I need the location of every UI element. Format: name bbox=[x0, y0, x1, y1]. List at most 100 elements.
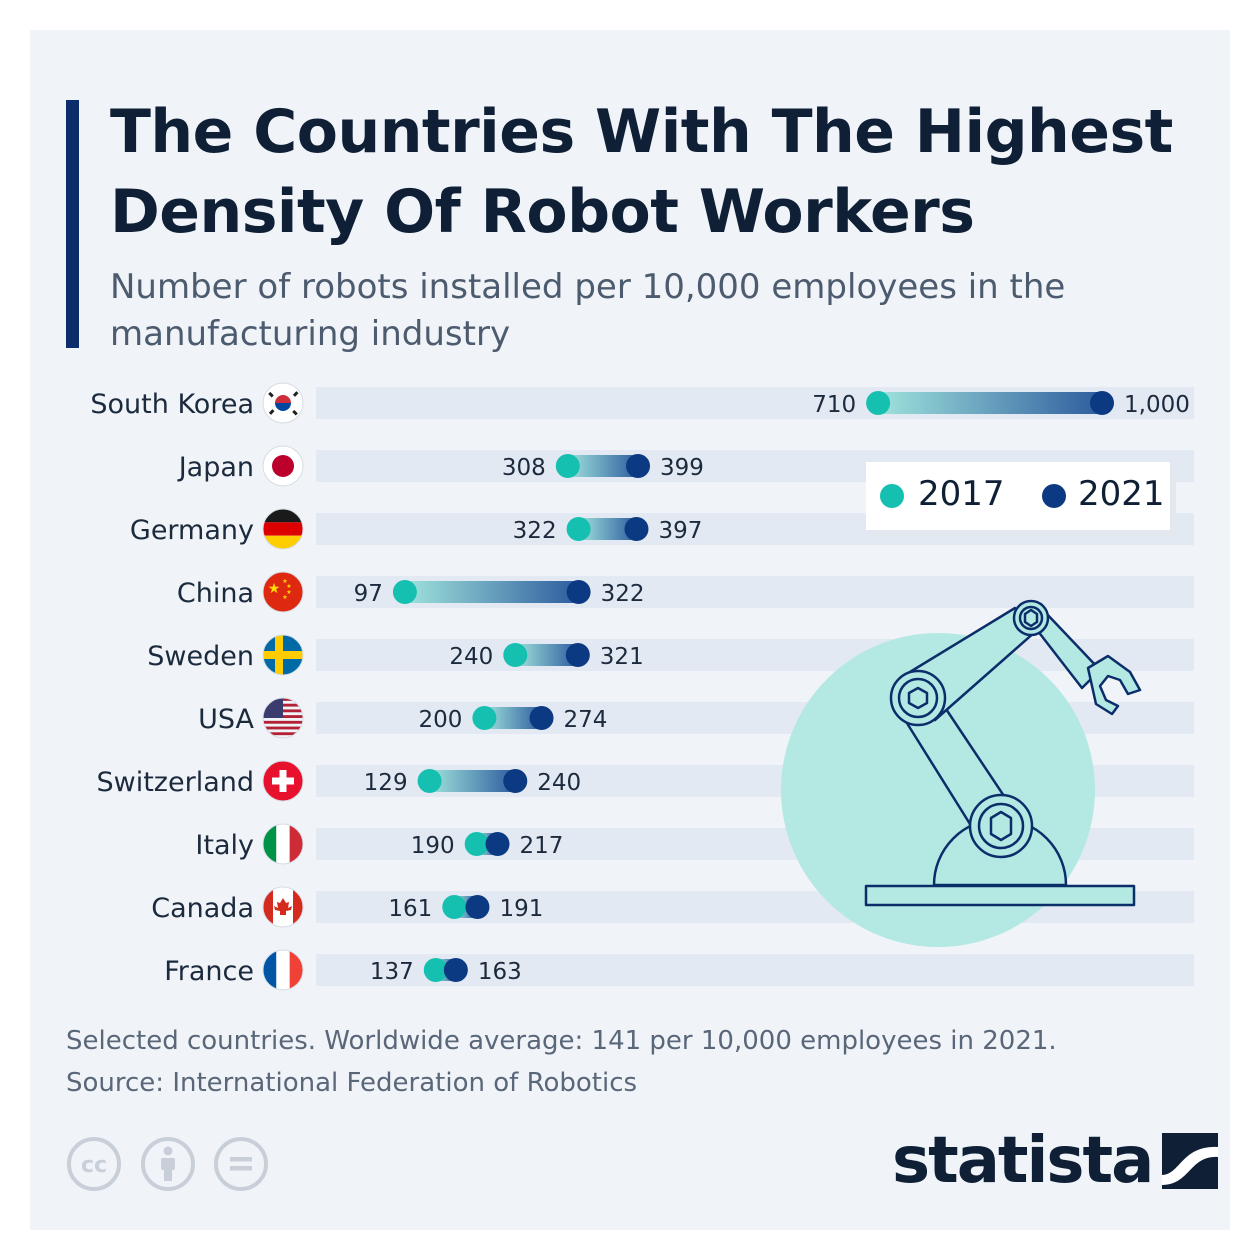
point-2017 bbox=[566, 517, 591, 541]
point-2021 bbox=[443, 958, 468, 982]
robot-arm-illustration bbox=[781, 599, 1142, 947]
point-2021 bbox=[485, 832, 510, 856]
value-label-2017: 97 bbox=[354, 581, 383, 607]
value-label-2021: 397 bbox=[658, 518, 702, 544]
category-label: Italy bbox=[195, 830, 254, 861]
value-label-2021: 1,000 bbox=[1124, 392, 1190, 418]
japan-flag-icon bbox=[263, 446, 303, 486]
south-korea-flag-icon bbox=[263, 383, 303, 423]
range-bar bbox=[878, 392, 1102, 414]
point-2017 bbox=[503, 643, 528, 667]
point-2021 bbox=[1090, 391, 1114, 415]
point-2021 bbox=[624, 517, 649, 541]
france-flag-icon bbox=[263, 950, 303, 990]
chart-row: Switzerland 129 240 bbox=[97, 760, 581, 802]
value-label-2017: 137 bbox=[370, 959, 414, 985]
value-label-2021: 322 bbox=[601, 581, 645, 607]
value-label-2017: 322 bbox=[513, 518, 557, 544]
legend-2021-marker bbox=[1042, 484, 1066, 508]
range-bar bbox=[404, 581, 579, 603]
value-label-2017: 190 bbox=[411, 833, 455, 859]
range-bar bbox=[567, 455, 639, 477]
range-bar bbox=[484, 707, 542, 729]
point-2021 bbox=[503, 769, 528, 793]
chart-row: Germany 322 397 bbox=[130, 508, 702, 550]
range-bar bbox=[429, 770, 516, 792]
point-2017 bbox=[555, 454, 580, 478]
italy-flag-icon bbox=[263, 824, 303, 864]
category-label: South Korea bbox=[90, 389, 254, 420]
point-2021 bbox=[626, 454, 651, 478]
point-2021 bbox=[529, 706, 554, 730]
category-label: USA bbox=[198, 704, 254, 735]
svg-text:★: ★ bbox=[286, 583, 291, 590]
legend-2021-label: 2021 bbox=[1078, 474, 1165, 514]
point-2017 bbox=[417, 769, 442, 793]
value-label-2017: 129 bbox=[364, 770, 408, 796]
value-label-2017: 710 bbox=[812, 392, 856, 418]
chart-row: South Korea 710 1,000 bbox=[90, 382, 1190, 424]
point-2017 bbox=[442, 895, 467, 919]
source-text: Source: International Federation of Robo… bbox=[66, 1068, 638, 1098]
point-2017 bbox=[423, 958, 448, 982]
point-2021 bbox=[566, 580, 591, 604]
brand-wordmark: statista bbox=[892, 1124, 1154, 1198]
chart-row: France 137 163 bbox=[164, 949, 522, 991]
chart-row: Japan 308 399 bbox=[177, 445, 704, 487]
no-derivatives-icon[interactable] bbox=[213, 1136, 269, 1192]
value-label-2017: 161 bbox=[388, 896, 432, 922]
category-label: Sweden bbox=[147, 641, 254, 672]
svg-text:★: ★ bbox=[286, 589, 291, 596]
value-label-2017: 240 bbox=[449, 644, 493, 670]
chart-title: The Countries With The Highest Density O… bbox=[110, 97, 1173, 247]
footnote: Selected countries. Worldwide average: 1… bbox=[66, 1020, 1206, 1104]
category-label: Germany bbox=[130, 515, 254, 546]
value-label-2021: 191 bbox=[499, 896, 543, 922]
chart-row: Canada 161 191 bbox=[151, 886, 543, 928]
chart-row: USA 200 274 bbox=[198, 697, 608, 739]
range-bar bbox=[515, 644, 578, 666]
svg-text:★: ★ bbox=[282, 578, 287, 585]
category-label: Japan bbox=[177, 452, 254, 483]
title-accent-bar bbox=[66, 100, 79, 348]
category-label: Switzerland bbox=[97, 767, 255, 798]
legend-2017-marker bbox=[880, 484, 904, 508]
chart-row: China ★ ★★★★ 97 322 bbox=[177, 571, 645, 613]
value-label-2021: 217 bbox=[520, 833, 564, 859]
attribution-icon[interactable] bbox=[140, 1136, 196, 1192]
value-label-2021: 321 bbox=[600, 644, 644, 670]
point-2017 bbox=[866, 391, 891, 415]
category-label: France bbox=[164, 956, 254, 987]
svg-text:cc: cc bbox=[81, 1153, 107, 1178]
value-label-2021: 240 bbox=[537, 770, 581, 796]
point-2017 bbox=[472, 706, 497, 730]
category-label: China bbox=[177, 578, 254, 609]
legend-2017-label: 2017 bbox=[918, 474, 1005, 514]
point-2021 bbox=[465, 895, 490, 919]
statista-mark-icon bbox=[1162, 1133, 1219, 1189]
value-label-2021: 163 bbox=[478, 959, 522, 985]
value-label-2021: 274 bbox=[564, 707, 608, 733]
note-text: Selected countries. Worldwide average: 1… bbox=[66, 1026, 1057, 1056]
svg-text:★: ★ bbox=[282, 594, 287, 601]
germany-flag-icon bbox=[263, 509, 303, 549]
point-2017 bbox=[392, 580, 417, 604]
value-label-2017: 308 bbox=[502, 455, 546, 481]
range-bar bbox=[578, 518, 637, 540]
legend: 2017 2021 bbox=[866, 462, 1170, 530]
china-flag-icon: ★ ★★★★ bbox=[263, 572, 303, 612]
switzerland-flag-icon bbox=[263, 761, 303, 801]
value-label-2017: 200 bbox=[418, 707, 462, 733]
chart-subtitle: Number of robots installed per 10,000 em… bbox=[110, 267, 1066, 354]
chart-row: Italy 190 217 bbox=[195, 823, 564, 865]
canada-flag-icon bbox=[263, 887, 303, 927]
point-2021 bbox=[565, 643, 590, 667]
value-label-2021: 399 bbox=[660, 455, 704, 481]
sweden-flag-icon bbox=[263, 635, 303, 675]
statista-logo[interactable]: statista bbox=[892, 1124, 1220, 1198]
creative-commons-icon[interactable]: cc bbox=[66, 1136, 122, 1192]
svg-text:★: ★ bbox=[268, 581, 281, 597]
category-label: Canada bbox=[151, 893, 254, 924]
chart-row: Sweden 240 321 bbox=[147, 634, 644, 676]
